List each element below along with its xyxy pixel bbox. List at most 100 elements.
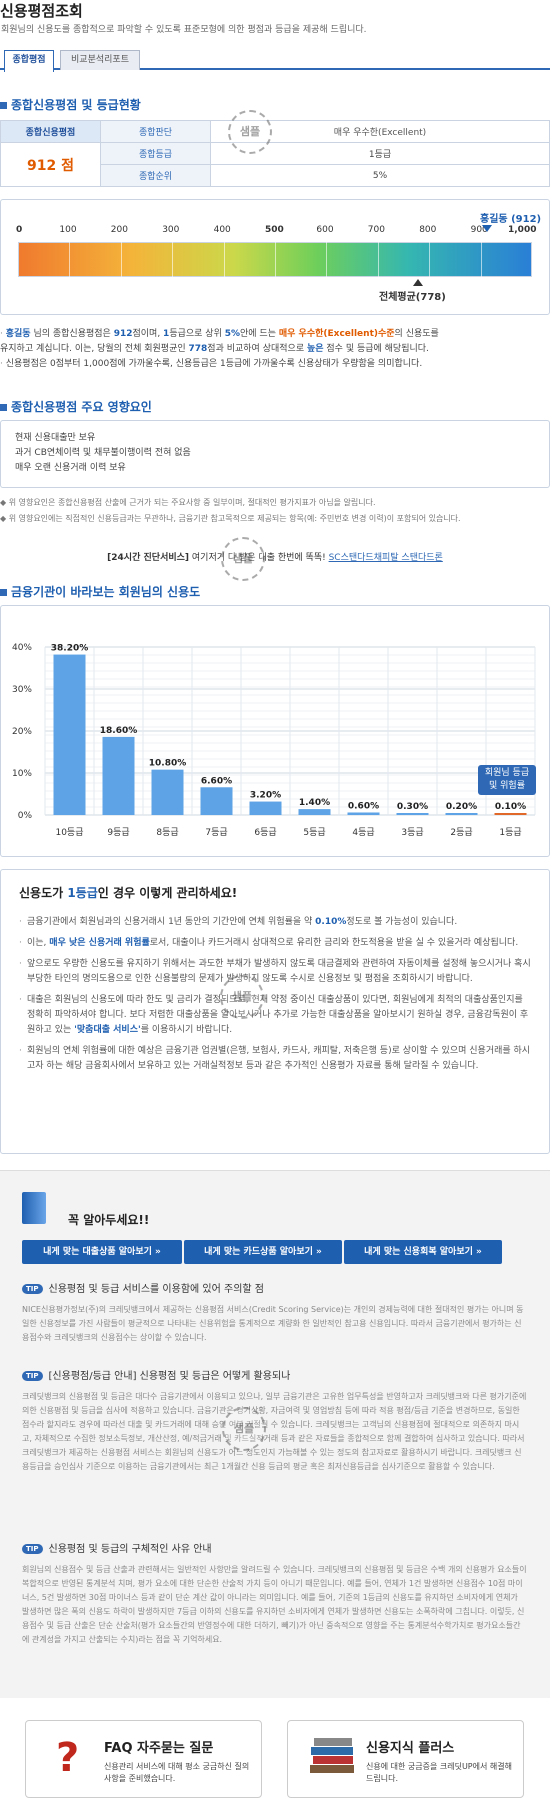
- row-label: 종합순위: [100, 164, 211, 187]
- manage-text: 대출은 회원님의 신용도에 따라 한도 및 금리가 결정되므로, 현재 약정 중…: [27, 995, 529, 1035]
- bullet-icon: [0, 102, 7, 109]
- text: 신용평점은 0점부터 1,000점에 가까울수록, 신용등급은 1등급에 가까울…: [5, 359, 423, 369]
- scale-tick-label: 0: [16, 225, 23, 235]
- scale-grid-line: [275, 242, 276, 277]
- chart-bar: [298, 809, 331, 815]
- bullet-icon: [0, 404, 7, 411]
- book-stack-3: [311, 1747, 353, 1755]
- text: 의 신용도를: [394, 329, 439, 339]
- summary-description: · 홍길동 님의 종합신용평점은 912점이며, 1등급으로 상위 5%안에 드…: [0, 327, 548, 372]
- knowledge-desc: 신용에 대한 궁금증을 크레딧UP에서 해결해 드립니다.: [366, 1762, 512, 1783]
- tip-block: TIP 신용평점 및 등급 서비스를 이용함에 있어 주의할 점 NICE신용평가…: [22, 1280, 527, 1345]
- manage-highlight: 0.10%: [315, 917, 347, 927]
- avg-marker-arrow-icon: [412, 279, 423, 286]
- tip-badge: TIP: [22, 1544, 43, 1554]
- books-icon: [310, 1735, 356, 1785]
- user-name: 홍길동: [5, 329, 31, 339]
- text: 안에 드는: [240, 329, 279, 339]
- tip-title: [신용평점/등급 안내] 신용평점 및 등급은 어떻게 활용되나: [48, 1371, 291, 1382]
- manage-text: 를 이용하시기 바랍니다.: [140, 1025, 233, 1035]
- faq-title: FAQ 자주묻는 질문: [104, 1741, 214, 1756]
- text: 유지하고 계십니다. 이는, 당월의 전체 회원평균인: [0, 344, 189, 354]
- avg-num: 778: [188, 344, 208, 354]
- scale-tick-label: 300: [162, 225, 180, 235]
- chart-bar: [151, 769, 184, 815]
- avg-marker-label: 전체평균(778): [379, 292, 446, 303]
- bar-value-label: 0.30%: [397, 802, 428, 812]
- tip-header: TIP 신용평점 및 등급 서비스를 이용함에 있어 주의할 점: [22, 1280, 527, 1295]
- x-tick-label: 7등급: [205, 827, 227, 838]
- book-stack-4: [314, 1738, 352, 1746]
- bar-value-label: 1.40%: [299, 798, 330, 808]
- manage-text: 로서, 대출이나 카드거래시 상대적으로 유리한 금리와 한도적용을 받을 실 …: [149, 938, 519, 948]
- chart-heading-text: 금융기관이 바라보는 회원님의 신용도: [11, 585, 201, 599]
- standard-loan-link[interactable]: SC스탠다드채피탈 스탠다드론: [328, 553, 443, 563]
- x-tick-label: 8등급: [156, 827, 178, 838]
- text: 점이며,: [132, 329, 164, 339]
- grade-text: 1등급: [67, 886, 98, 900]
- tip-block: TIP [신용평점/등급 안내] 신용평점 및 등급은 어떻게 활용되나 크레딧뱅…: [22, 1367, 527, 1474]
- score-num: 912: [113, 329, 133, 339]
- manage-highlight: '맞춤대출 서비스': [74, 1025, 141, 1035]
- manage-text: 이는,: [27, 938, 50, 948]
- row-label: 종합판단: [100, 120, 211, 143]
- scale-tick-label: 100: [59, 225, 77, 235]
- loan-product-button[interactable]: 내게 맞는 대출상품 알아보기 »: [22, 1240, 182, 1264]
- bar-value-label: 18.60%: [100, 726, 138, 736]
- tip-body: 회원님의 신용점수 및 등급 산출과 관련해서는 일반적인 사항만을 알려드릴 …: [22, 1565, 527, 1644]
- note-line: ◆ 위 영향요인은 종합신용평점 산출에 근거가 되는 주요사항 중 일부이며,…: [0, 498, 376, 507]
- user-marker-label: 홍길동 (912): [480, 214, 542, 225]
- summary-heading: 종합신용평점 및 등급현황: [0, 96, 141, 113]
- compare-word: 높은: [306, 344, 324, 354]
- bullet-icon: [0, 589, 7, 596]
- faq-card[interactable]: ? FAQ 자주묻는 질문 신용관리 서비스에 대해 평소 궁금하신 질의사항을…: [25, 1720, 262, 1798]
- page-title: 신용평점조회: [0, 2, 83, 20]
- user-grade-badge: 회원님 등급 및 위험률: [478, 765, 536, 795]
- bar-value-label: 0.10%: [495, 802, 526, 812]
- bullet-icon: ·: [0, 359, 6, 369]
- factor-item: 매우 오랜 신용거래 이력 보유: [15, 463, 126, 473]
- summary-heading-text: 종합신용평점 및 등급현황: [11, 98, 141, 112]
- card-product-button[interactable]: 내게 맞는 카드상품 알아보기 »: [184, 1240, 342, 1264]
- text: 점수 및 등급에 해당됩니다.: [323, 344, 429, 354]
- manage-item: 이는, 매우 낮은 신용거래 위험률로서, 대출이나 카드거래시 상대적으로 유…: [19, 936, 531, 951]
- tip-block: TIP 신용평점 및 등급의 구체적인 사유 안내 회원님의 신용점수 및 등급 …: [22, 1540, 527, 1647]
- note-text: 위 영향요인에는 직접적인 신용등급과는 무관하나, 금융기관 참고목적으로 제…: [8, 514, 461, 523]
- scale-tick-label: 600: [316, 225, 334, 235]
- scale-tick-label: 500: [265, 225, 284, 235]
- tab-overall-score[interactable]: 종합평점: [4, 50, 54, 72]
- row-label: 종합등급: [100, 142, 211, 165]
- x-tick-label: 2등급: [450, 827, 472, 838]
- credit-recovery-button[interactable]: 내게 맞는 신용회복 알아보기 »: [344, 1240, 502, 1264]
- manage-list: 금융기관에서 회원님과의 신용거래시 1년 동안의 기간안에 연체 위험률을 약…: [19, 915, 531, 1074]
- tip-body: NICE신용평가정보(주)의 크레딧뱅크에서 제공하는 신용평점 서비스(Cre…: [22, 1305, 524, 1342]
- y-tick-label: 20%: [12, 727, 32, 737]
- scale-tick-label: 400: [213, 225, 231, 235]
- manage-text: 앞으로도 우량한 신용도를 유지하기 위해서는 과도한 부채가 발생하지 않도록…: [27, 959, 531, 984]
- manage-item: 금융기관에서 회원님과의 신용거래시 1년 동안의 기간안에 연체 위험률을 약…: [19, 915, 531, 930]
- credit-grade-chart: 40% 30% 20% 10% 0% 38.20% 10등급 18.60% 9등급 10.80% 8…: [12, 643, 536, 838]
- y-tick-label: 10%: [12, 769, 32, 779]
- score-label: 종합신용평점: [0, 120, 101, 143]
- bar-value-label: 3.20%: [250, 791, 281, 801]
- x-tick-label: 10등급: [55, 827, 83, 838]
- sample-stamp: 샘플: [228, 110, 272, 154]
- user-marker-arrow-icon: [481, 225, 492, 232]
- tip-title: 신용평점 및 등급 서비스를 이용함에 있어 주의할 점: [48, 1284, 264, 1295]
- sample-stamp: 샘플: [220, 975, 264, 1019]
- note-text: 위 영향요인은 종합신용평점 산출에 근거가 되는 주요사항 중 일부이며, 절…: [8, 498, 376, 507]
- chart-bar: [445, 813, 478, 815]
- scale-tick-label: 900: [470, 225, 488, 235]
- credit-knowledge-card[interactable]: 신용지식 플러스 신용에 대한 궁금증을 크레딧UP에서 해결해 드립니다.: [287, 1720, 524, 1798]
- scale-grid-line: [120, 242, 122, 277]
- rank-pct: 5%: [224, 329, 240, 339]
- question-mark-icon: ?: [56, 1735, 80, 1781]
- faq-desc: 신용관리 서비스에 대해 평소 궁금하신 질의사항을 준비했습니다.: [104, 1762, 250, 1783]
- text: 신용도가: [19, 886, 68, 900]
- service-bracket: [24시간 진단서비스]: [107, 553, 190, 563]
- tab-bar: 종합평점 비교분석리포트: [0, 50, 550, 72]
- factors-notes: ◆ 위 영향요인은 종합신용평점 산출에 근거가 되는 주요사항 중 일부이며,…: [0, 495, 550, 527]
- tab-comparison-report[interactable]: 비교분석리포트: [60, 50, 140, 70]
- bar-value-label: 38.20%: [51, 644, 89, 654]
- judgement: 매우 우수한(Excellent)수준: [278, 329, 395, 339]
